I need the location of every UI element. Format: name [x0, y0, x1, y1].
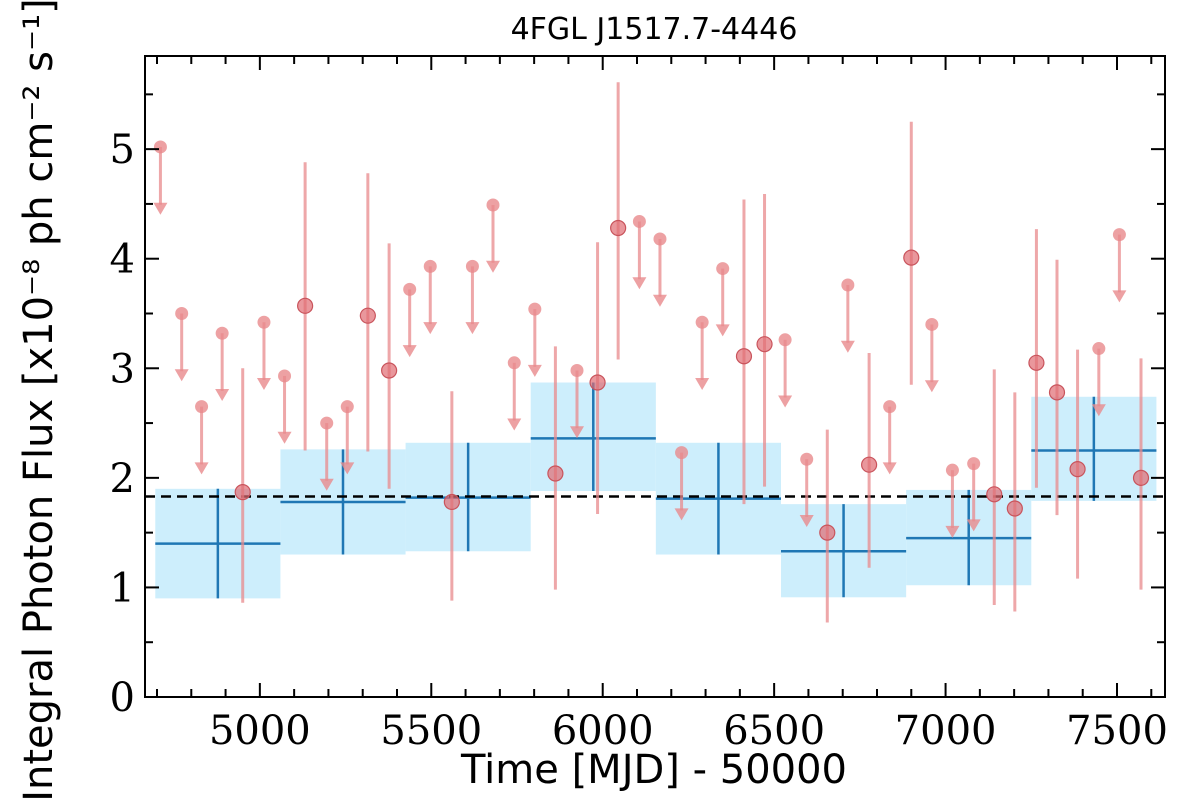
detection-point — [610, 219, 627, 237]
y-tick-label: 2 — [110, 456, 135, 502]
detection-point — [756, 336, 773, 353]
x-tick-label: 6500 — [723, 708, 825, 754]
x-tick-label: 5500 — [380, 708, 482, 754]
detection-point — [547, 465, 564, 482]
upper-limit-arrow-head — [1112, 290, 1127, 303]
upper-limit-point — [215, 326, 229, 340]
detection-point — [861, 456, 878, 473]
upper-limit-point — [632, 214, 646, 228]
upper-limit-point — [695, 315, 709, 329]
x-tick-label: 5000 — [209, 708, 311, 754]
upper-limit-point — [883, 400, 897, 414]
upper-limit-point — [486, 198, 500, 212]
upper-limit-arrow-head — [465, 322, 480, 335]
upper-limit-arrow-head — [256, 378, 271, 391]
upper-limit-point — [278, 369, 292, 383]
detection-point — [1028, 354, 1045, 371]
y-tick-label: 0 — [110, 675, 135, 721]
detection-point — [381, 362, 398, 379]
detection-point — [297, 297, 314, 314]
upper-limit-point — [800, 452, 814, 466]
detection-point — [234, 483, 251, 501]
upper-limit-arrow-head — [632, 277, 647, 290]
upper-limit-point — [967, 457, 981, 471]
upper-limit-arrow-head — [882, 462, 897, 475]
upper-limit-arrow-head — [966, 519, 981, 532]
upper-limit-arrow-head — [924, 380, 939, 393]
upper-limit-arrow-head — [319, 478, 334, 491]
upper-limit-arrow-head — [527, 364, 542, 377]
chart-title: 4FGL J1517.7-4446 — [511, 12, 798, 47]
upper-limit-point — [423, 259, 437, 273]
upper-limit-point — [570, 363, 584, 377]
y-axis-title: Integral Photon Flux [x10⁻⁸ ph cm⁻² s⁻¹] — [16, 0, 62, 800]
x-tick-label: 7500 — [1066, 708, 1168, 754]
upper-limit-point — [403, 282, 417, 296]
upper-limit-point — [257, 315, 271, 329]
upper-limit-arrow-head — [945, 525, 960, 538]
upper-limit-arrow-head — [840, 340, 855, 353]
detection-point — [443, 493, 460, 511]
upper-limit-arrow-head — [215, 388, 230, 401]
upper-limit-point — [716, 262, 730, 276]
upper-limit-point — [528, 302, 542, 316]
upper-limit-arrow-head — [340, 462, 355, 475]
upper-limit-arrow-head — [778, 395, 793, 408]
detection-point — [1006, 500, 1023, 517]
upper-limit-arrow-head — [674, 508, 689, 521]
upper-limit-arrow-head — [1091, 404, 1106, 417]
detection-point — [1132, 469, 1150, 486]
detection-point — [986, 486, 1003, 503]
upper-limit-arrow-head — [486, 260, 500, 273]
upper-limit-point — [1092, 342, 1106, 356]
upper-limit-point — [1112, 228, 1126, 242]
upper-limit-arrow-head — [174, 369, 189, 382]
upper-limit-point — [778, 333, 792, 347]
upper-limit-point — [653, 232, 667, 246]
upper-limit-arrow-head — [277, 431, 292, 444]
detection-point — [1069, 460, 1086, 478]
upper-limit-point — [841, 278, 855, 292]
y-tick-label: 1 — [110, 565, 135, 611]
y-tick-label: 5 — [110, 127, 135, 173]
upper-limit-point — [675, 446, 689, 460]
upper-limit-arrow-head — [570, 426, 584, 439]
upper-limit-point — [465, 259, 479, 273]
upper-limit-point — [175, 306, 189, 320]
upper-limit-arrow-head — [423, 322, 438, 335]
upper-limit-point — [320, 416, 334, 430]
upper-limit-point — [925, 317, 939, 331]
detection-point — [359, 307, 376, 324]
detection-point — [589, 374, 606, 391]
x-axis-title: Time [MJD] - 50000 — [460, 747, 847, 793]
upper-limit-point — [945, 463, 959, 477]
x-tick-label: 7000 — [895, 708, 997, 754]
detection-point — [903, 249, 920, 266]
upper-limit-point — [340, 400, 354, 414]
upper-limit-arrow-head — [194, 462, 209, 475]
upper-limit-arrow-head — [695, 378, 710, 391]
upper-limit-arrow-head — [153, 202, 168, 215]
upper-limit-arrow-head — [652, 294, 667, 307]
detection-point — [1048, 384, 1066, 401]
y-tick-label: 3 — [110, 346, 135, 392]
x-tick-label: 6000 — [552, 708, 654, 754]
upper-limit-arrow-head — [799, 514, 814, 527]
plot-area: 5000 5500 6000 6500 7000 7500 0 1 2 3 4 5 — [110, 55, 1168, 754]
upper-limit-point — [507, 356, 521, 370]
upper-limit-arrow-head — [715, 324, 730, 337]
upper-limit-arrow-head — [507, 418, 522, 431]
detection-point — [735, 348, 753, 365]
y-tick-label: 4 — [110, 237, 135, 283]
upper-limit-arrow-head — [402, 345, 417, 358]
detection-point — [819, 524, 836, 541]
upper-limit-point — [153, 140, 167, 154]
upper-limit-point — [195, 400, 209, 414]
plot-frame — [144, 55, 1166, 698]
